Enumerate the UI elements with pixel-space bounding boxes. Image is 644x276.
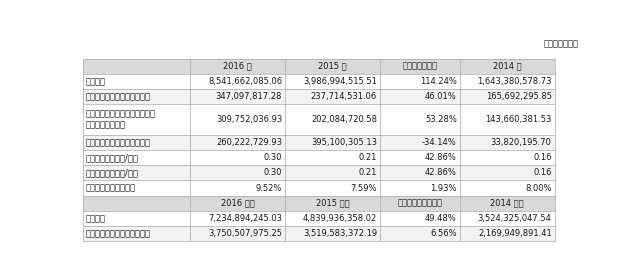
Text: 本年末比上年末增减: 本年末比上年末增减 [397,199,442,208]
Bar [83,135,554,150]
Text: 3,750,507,975.25: 3,750,507,975.25 [208,229,282,238]
Text: 2015 年末: 2015 年末 [316,199,349,208]
Text: 33,820,195.70: 33,820,195.70 [491,138,552,147]
Text: 0.30: 0.30 [263,168,282,177]
Bar [83,165,554,181]
Text: 本年比上年增减: 本年比上年增减 [402,62,437,71]
Text: 归属于上市公司股东的净资产: 归属于上市公司股东的净资产 [86,229,151,238]
Text: 稀释每股收益（元/股）: 稀释每股收益（元/股） [86,168,138,177]
Text: 1.93%: 1.93% [430,184,457,193]
Text: 42.86%: 42.86% [425,153,457,162]
Text: 1,643,380,578.73: 1,643,380,578.73 [477,77,552,86]
Text: 0.21: 0.21 [359,153,377,162]
Text: 347,097,817.28: 347,097,817.28 [216,92,282,101]
Bar [83,89,554,104]
Text: 经营活动产生的现金流量净额: 经营活动产生的现金流量净额 [86,138,151,147]
Text: -34.14%: -34.14% [422,138,457,147]
Text: 114.24%: 114.24% [420,77,457,86]
Text: 基本每股收益（元/股）: 基本每股收益（元/股） [86,153,138,162]
Text: 8.00%: 8.00% [525,184,552,193]
Text: 53.28%: 53.28% [425,115,457,124]
Text: 2,169,949,891.41: 2,169,949,891.41 [478,229,552,238]
Text: 营业收入: 营业收入 [86,77,106,86]
Text: 0.16: 0.16 [533,153,552,162]
Text: 资产总额: 资产总额 [86,214,106,223]
Text: 3,519,583,372.19: 3,519,583,372.19 [303,229,377,238]
Bar [83,59,554,74]
Bar [83,104,554,135]
Text: 3,524,325,047.54: 3,524,325,047.54 [478,214,552,223]
Text: 归属于上市公司股东的净利润: 归属于上市公司股东的净利润 [86,92,151,101]
Text: 309,752,036.93: 309,752,036.93 [216,115,282,124]
Text: 49.48%: 49.48% [425,214,457,223]
Text: 单位：人民币元: 单位：人民币元 [544,39,578,49]
Text: 9.52%: 9.52% [256,184,282,193]
Text: 归属于上市公司股东的扣除非经
常性损益的净利润: 归属于上市公司股东的扣除非经 常性损益的净利润 [86,110,155,130]
Bar [83,181,554,196]
Text: 260,222,729.93: 260,222,729.93 [216,138,282,147]
Text: 2016 年: 2016 年 [223,62,252,71]
Text: 165,692,295.85: 165,692,295.85 [486,92,552,101]
Text: 3,986,994,515.51: 3,986,994,515.51 [303,77,377,86]
Text: 237,714,531.06: 237,714,531.06 [310,92,377,101]
Text: 2014 年: 2014 年 [493,62,522,71]
Text: 0.21: 0.21 [359,168,377,177]
Text: 46.01%: 46.01% [425,92,457,101]
Bar [83,211,554,226]
Bar [83,196,554,211]
Text: 8,541,662,085.06: 8,541,662,085.06 [208,77,282,86]
Text: 2015 年: 2015 年 [318,62,347,71]
Bar [83,74,554,89]
Text: 0.30: 0.30 [263,153,282,162]
Bar [83,150,554,165]
Text: 加权平均净资产收益率: 加权平均净资产收益率 [86,184,135,193]
Text: 6.56%: 6.56% [430,229,457,238]
Text: 2016 年末: 2016 年末 [221,199,254,208]
Text: 7.59%: 7.59% [350,184,377,193]
Text: 4,839,936,358.02: 4,839,936,358.02 [303,214,377,223]
Text: 42.86%: 42.86% [425,168,457,177]
Text: 0.16: 0.16 [533,168,552,177]
Bar [83,226,554,242]
Text: 7,234,894,245.03: 7,234,894,245.03 [208,214,282,223]
Text: 2014 年末: 2014 年末 [491,199,524,208]
Text: 395,100,305.13: 395,100,305.13 [311,138,377,147]
Text: 143,660,381.53: 143,660,381.53 [486,115,552,124]
Text: 202,084,720.58: 202,084,720.58 [311,115,377,124]
